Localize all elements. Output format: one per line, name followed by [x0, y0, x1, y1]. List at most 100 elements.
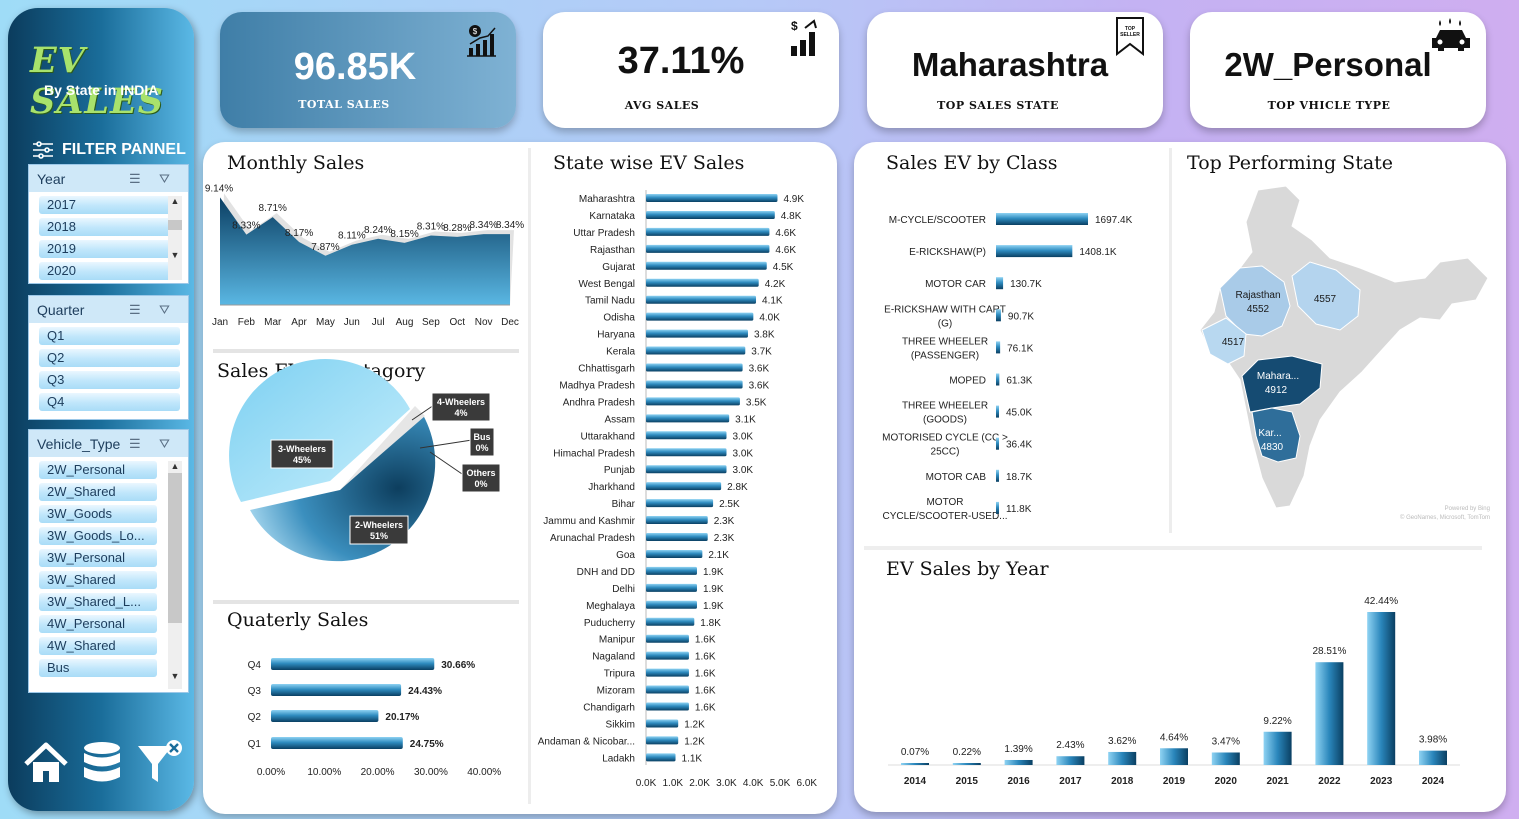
slicer-item-2019[interactable]: 2019: [39, 240, 180, 258]
y-tick-label: (PASSENGER): [911, 350, 979, 361]
scroll-up-icon[interactable]: ▲: [170, 196, 180, 206]
data-label: 1.6K: [695, 652, 716, 663]
map-region-gujarat[interactable]: [1201, 317, 1247, 365]
map-credit: Powered by Bing: [1445, 506, 1490, 512]
data-label: 4.64%: [1160, 732, 1188, 743]
y-tick-label: Karnataka: [589, 211, 635, 222]
kpi-total-sales-value: 96.85K: [293, 46, 417, 88]
data-label: 1.6K: [695, 686, 716, 697]
class-bar-chart: M-CYCLE/SCOOTER 1697.4K E-RICKSHAW(P) 1408.…: [882, 213, 1133, 522]
x-tick-label: 2.0K: [689, 778, 710, 789]
bar: [646, 566, 697, 575]
scroll-thumb[interactable]: [168, 220, 182, 230]
slicer-item-vehicle[interactable]: 3W_Goods: [39, 505, 157, 523]
y-tick-label: Bihar: [612, 499, 636, 510]
data-label: 3.7K: [751, 347, 772, 358]
slicer-item-vehicle[interactable]: 2W_Personal: [39, 461, 157, 479]
slicer-item-vehicle[interactable]: 3W_Shared: [39, 571, 157, 589]
slicer-item-vehicle[interactable]: 3W_Personal: [39, 549, 157, 567]
data-label: 1.6K: [695, 669, 716, 680]
bar: [996, 437, 999, 450]
y-tick-label: Assam: [604, 414, 635, 425]
map-label-name: Rajasthan: [1235, 290, 1280, 301]
slicer-item-2020[interactable]: 2020: [39, 262, 180, 280]
slicer-item-vehicle[interactable]: Bus: [39, 659, 157, 677]
home-icon[interactable]: [22, 740, 70, 786]
slicer-item-vehicle[interactable]: 3W_Shared_L...: [39, 593, 157, 611]
slicer-item-q2[interactable]: Q2: [39, 349, 180, 367]
x-tick-label: Jun: [344, 317, 360, 328]
map-region-karnataka[interactable]: [1251, 407, 1301, 463]
map-label-value: 4830: [1261, 442, 1284, 453]
bar: [646, 261, 767, 270]
multi-select-icon[interactable]: ☰: [129, 435, 141, 451]
slicer-item-q1[interactable]: Q1: [39, 327, 180, 345]
y-tick-label: Sikkim: [606, 719, 635, 730]
scroll-down-icon[interactable]: ▼: [170, 671, 180, 681]
sliders-icon: [33, 141, 53, 159]
vehicle-scrollbar[interactable]: ▲ ▼: [168, 461, 182, 689]
bar: [646, 617, 695, 626]
year-slicer[interactable]: Year ☰ ⛛ 2017 2018 2019 2020 ▲ ▼: [28, 164, 189, 284]
kpi-avg-sales-label: AVG SALES: [624, 99, 700, 112]
bar: [646, 702, 689, 711]
multi-select-icon[interactable]: ☰: [129, 301, 141, 317]
y-tick-label: E-RICKSHAW WITH CART: [884, 304, 1006, 315]
data-label-name: 2-Wheelers: [355, 520, 403, 530]
multi-select-icon[interactable]: ☰: [129, 170, 141, 186]
vehicle-type-slicer[interactable]: Vehicle_Type ☰ ⛛ 2W_Personal 2W_Shared 3…: [28, 429, 189, 693]
clear-filter-icon[interactable]: [136, 738, 186, 786]
top-seller-badge-label: TOP SELLER: [1120, 26, 1140, 38]
filter-panel-label: FILTER PANNEL: [62, 141, 186, 158]
scroll-down-icon[interactable]: ▼: [170, 250, 180, 260]
quarter-slicer[interactable]: Quarter ☰ ⛛ Q1 Q2 Q3 Q4: [28, 295, 189, 420]
map-region-uttar-pradesh[interactable]: [1291, 261, 1361, 331]
bar: [646, 210, 775, 219]
data-label: 42.44%: [1364, 596, 1398, 607]
y-tick-label: Rajasthan: [590, 245, 635, 256]
top-seller-badge-icon: TOP SELLER: [1115, 16, 1145, 56]
data-label-value: 4%: [454, 408, 467, 418]
data-label: 18.7K: [1006, 472, 1032, 483]
data-label: 28.51%: [1312, 646, 1346, 657]
y-tick-label: Puducherry: [584, 618, 635, 629]
slicer-item-q3[interactable]: Q3: [39, 371, 180, 389]
x-tick-label: May: [316, 317, 335, 328]
slicer-item-vehicle[interactable]: 4W_Personal: [39, 615, 157, 633]
slicer-item-q4[interactable]: Q4: [39, 393, 180, 411]
data-label-name: 4-Wheelers: [437, 397, 485, 407]
clear-filter-icon[interactable]: ⛛: [159, 301, 170, 317]
bar: [271, 658, 435, 670]
slicer-item-2017[interactable]: 2017: [39, 196, 180, 214]
y-tick-label: Himachal Pradesh: [553, 448, 635, 459]
bar: [1367, 612, 1396, 765]
quarterly-bar-chart: Q4 30.66% Q3 24.43% Q2 20.17% Q1 24.75% 0.00% 10.…: [248, 658, 501, 778]
y-tick-label: Nagaland: [592, 652, 635, 663]
slicer-item-vehicle[interactable]: 2W_Shared: [39, 483, 157, 501]
state-sales-title: State wise EV Sales: [553, 152, 745, 174]
clear-filter-icon[interactable]: ⛛: [159, 435, 170, 451]
bar: [1419, 750, 1447, 765]
year-scrollbar[interactable]: ▲ ▼: [168, 196, 182, 280]
data-label: 8.28%: [443, 223, 471, 234]
slicer-item-vehicle[interactable]: 4W_Shared: [39, 637, 157, 655]
y-tick-label: CYCLE/SCOOTER-USED...: [882, 511, 1007, 522]
data-label: 9.22%: [1263, 716, 1291, 727]
bar: [646, 465, 727, 474]
kpi-top-vehicle-card: 2W_Personal TOP VHICLE TYPE: [1190, 12, 1486, 128]
map-label-name: Kar...: [1258, 428, 1281, 439]
clear-filter-icon[interactable]: ⛛: [159, 170, 170, 186]
app-logo: EV SALES: [30, 40, 164, 122]
data-label: 1.9K: [703, 567, 724, 578]
database-icon[interactable]: [81, 740, 123, 786]
data-label: 90.7K: [1008, 311, 1034, 322]
bar: [996, 309, 1001, 322]
slicer-item-2018[interactable]: 2018: [39, 218, 180, 236]
scroll-thumb[interactable]: [168, 473, 182, 623]
scroll-up-icon[interactable]: ▲: [170, 461, 180, 471]
x-tick-label: 2020: [1215, 776, 1238, 787]
data-label: 4.5K: [773, 262, 794, 273]
vehicle-slicer-title: Vehicle_Type: [37, 435, 121, 452]
data-label: 1.9K: [703, 584, 724, 595]
slicer-item-vehicle[interactable]: 3W_Goods_Lo...: [39, 527, 157, 545]
